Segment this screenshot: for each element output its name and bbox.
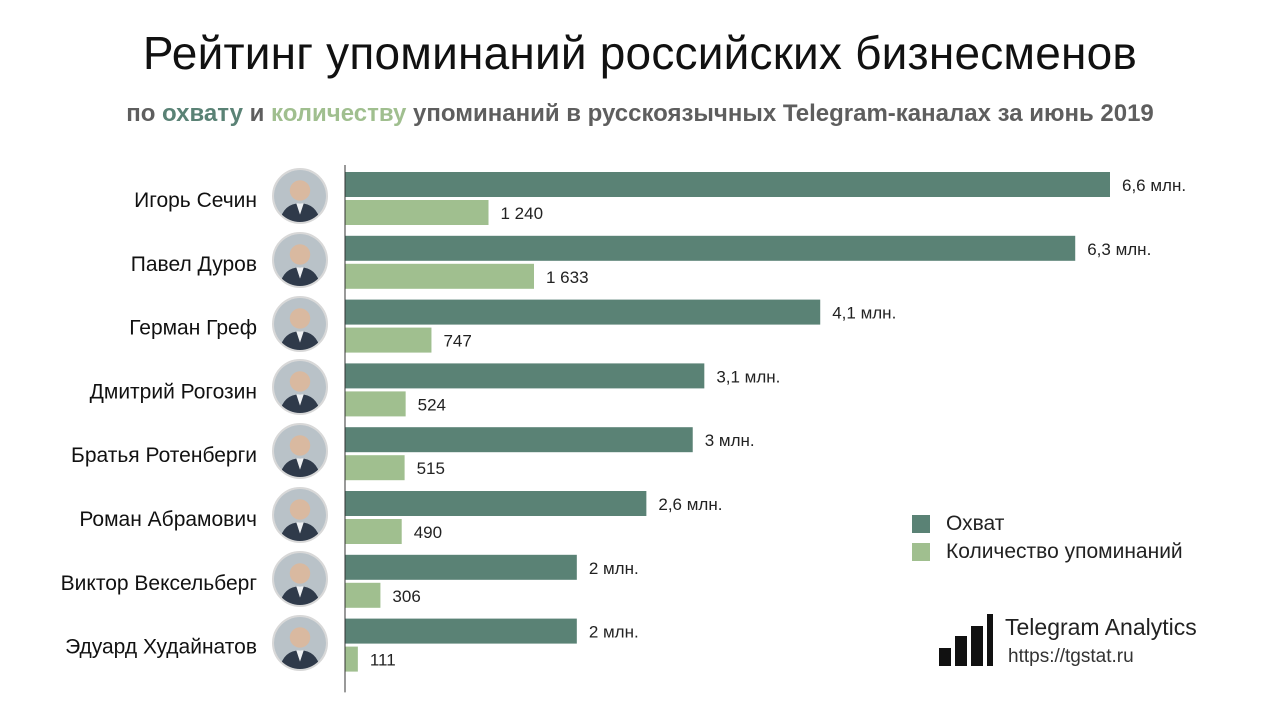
person-icon (274, 552, 326, 605)
category-label: Виктор Вексельберг (61, 572, 258, 595)
legend-label-count: Количество упоминаний (946, 540, 1183, 563)
avatar (272, 359, 328, 416)
person-icon (274, 297, 326, 350)
person-icon (274, 489, 326, 541)
avatar (272, 550, 328, 607)
bar-count (345, 263, 534, 289)
bar-count (345, 391, 406, 417)
bar-reach (345, 491, 647, 516)
legend-label-reach: Охват (946, 512, 1005, 535)
avatar (272, 231, 328, 288)
legend-item-count: Количество упоминаний (912, 538, 1183, 566)
data-label-count: 111 (370, 651, 396, 670)
bar-reach (345, 427, 693, 453)
category-label: Павел Дуров (131, 253, 257, 276)
bar-reach (345, 618, 577, 644)
data-label-reach: 4,1 млн. (832, 304, 896, 323)
data-label-reach: 3,1 млн. (716, 367, 780, 386)
category-label: Братья Ротенберги (71, 444, 257, 467)
bar-chart-logo-icon (939, 614, 993, 666)
bar-count (345, 200, 489, 225)
data-label-count: 747 (443, 332, 471, 351)
brand-name: Telegram Analytics (1005, 614, 1197, 640)
data-label-reach: 2 млн. (589, 623, 639, 642)
subtitle-part-2: и (242, 100, 272, 127)
brand-block: Telegram Analytics https://tgstat.ru (937, 612, 1237, 672)
subtitle-count-word: количеству (271, 100, 407, 127)
person-icon (274, 233, 326, 286)
data-label-count: 524 (418, 395, 446, 414)
person-icon (274, 361, 326, 414)
bar-count (345, 455, 405, 481)
person-icon (274, 616, 326, 669)
brand-url: https://tgstat.ru (1008, 646, 1134, 667)
chart-subtitle: по охвату и количеству упоминаний в русс… (0, 100, 1280, 128)
data-label-count: 1 240 (501, 204, 544, 223)
bar-reach (345, 363, 705, 389)
data-label-reach: 3 млн. (705, 431, 755, 450)
avatar (272, 487, 328, 543)
legend-item-reach: Охват (912, 510, 1183, 538)
avatar (272, 614, 328, 671)
avatar (272, 168, 328, 224)
category-label: Эдуард Худайнатов (65, 636, 257, 659)
data-label-reach: 2,6 млн. (658, 495, 722, 514)
chart-title: Рейтинг упоминаний российских бизнесмено… (142, 27, 1138, 79)
data-label-reach: 6,6 млн. (1122, 176, 1186, 195)
avatar (272, 295, 328, 352)
avatar (272, 423, 328, 480)
bar-count (345, 327, 432, 353)
bar-count (345, 519, 402, 544)
subtitle-part-1: по (126, 100, 163, 127)
data-label-count: 515 (417, 459, 445, 478)
legend: Охват Количество упоминаний (912, 510, 1183, 566)
bar-reach (345, 172, 1110, 197)
data-label-count: 1 633 (546, 268, 589, 287)
bar-count (345, 582, 381, 608)
category-label: Игорь Сечин (134, 189, 257, 212)
legend-swatch-count (912, 543, 930, 561)
data-label-reach: 2 млн. (589, 559, 639, 578)
person-icon (274, 170, 326, 222)
category-label: Дмитрий Рогозин (90, 380, 257, 403)
legend-swatch-reach (912, 515, 930, 533)
bar-count (345, 646, 358, 672)
bar-reach (345, 554, 577, 580)
data-label-reach: 6,3 млн. (1087, 240, 1151, 259)
data-label-count: 490 (414, 523, 442, 542)
subtitle-reach-word: охвату (162, 100, 243, 127)
subtitle-part-3: упоминаний в русскоязычных Telegram-кана… (406, 100, 1154, 127)
bar-reach (345, 299, 821, 325)
category-label: Герман Греф (129, 317, 257, 340)
data-label-count: 306 (392, 587, 420, 606)
bar-reach (345, 235, 1076, 261)
person-icon (274, 425, 326, 478)
category-label: Роман Абрамович (79, 508, 257, 531)
